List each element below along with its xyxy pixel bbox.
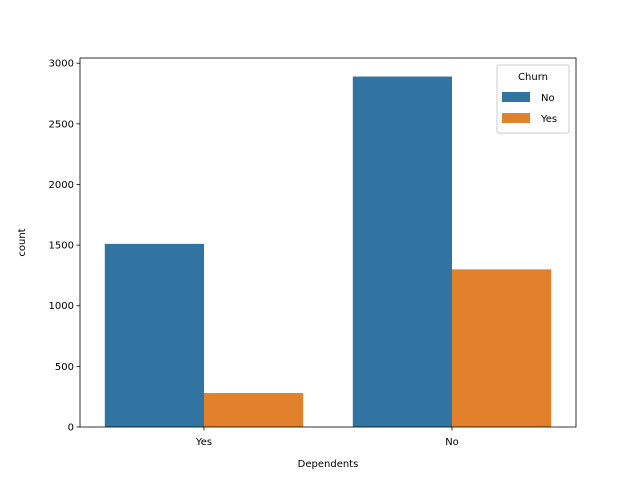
legend-title: Churn	[518, 72, 548, 83]
y-axis-label: count	[17, 228, 28, 256]
legend-swatch-no	[502, 92, 530, 102]
bar-no-churn-yes	[452, 269, 552, 427]
legend: Churn No Yes	[496, 64, 570, 134]
legend-label-yes: Yes	[540, 114, 557, 125]
bar-yes-churn-no	[104, 243, 204, 427]
legend-items: No Yes	[502, 92, 557, 125]
x-tick-label: Yes	[195, 437, 212, 448]
legend-swatch-yes	[502, 113, 530, 123]
y-tick-label: 0	[68, 423, 74, 434]
y-tick-label: 2500	[49, 119, 74, 130]
bar-yes-churn-yes	[204, 393, 304, 427]
y-tick-label: 1500	[49, 241, 74, 252]
y-ticks-group: 0 500 1000 1500 2000 2500 3000	[49, 59, 80, 434]
x-ticks-group: Yes No	[195, 427, 459, 448]
x-axis-label: Dependents	[298, 459, 359, 470]
axes-frame	[79, 57, 577, 428]
bars-group	[104, 76, 552, 427]
x-tick-label: No	[445, 437, 459, 448]
y-tick-label: 3000	[49, 59, 74, 70]
legend-label-no: No	[541, 93, 555, 104]
y-tick-label: 2000	[49, 180, 74, 191]
bar-no-churn-no	[352, 76, 452, 427]
y-tick-label: 1000	[49, 301, 74, 312]
y-tick-label: 500	[55, 362, 74, 373]
